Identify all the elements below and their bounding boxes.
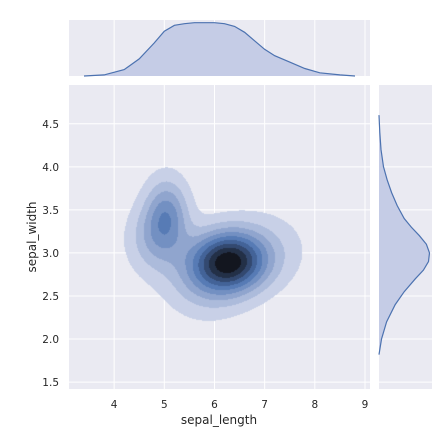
marginal-y-kde-fill bbox=[379, 115, 430, 355]
marginal-x-kde-fill bbox=[84, 22, 355, 76]
y-tick-label: 3.0 bbox=[42, 248, 59, 260]
joint-panel bbox=[69, 85, 370, 389]
marginal-y-panel bbox=[378, 85, 432, 389]
x-tick-label: 5 bbox=[161, 399, 168, 411]
y-axis-label: sepal_width bbox=[25, 201, 39, 272]
x-tick-labels: 4 5 6 7 8 9 bbox=[111, 399, 369, 411]
x-tick-label: 8 bbox=[311, 399, 318, 411]
y-tick-label: 1.5 bbox=[42, 377, 59, 389]
y-tick-label: 2.0 bbox=[42, 334, 59, 346]
y-tick-label: 3.5 bbox=[42, 205, 59, 217]
y-tick-label: 2.5 bbox=[42, 291, 59, 303]
joint-kde-contours bbox=[69, 85, 370, 389]
y-tick-label: 4.5 bbox=[42, 119, 59, 131]
marginal-x-kde-line bbox=[83, 22, 356, 77]
x-tick-label: 9 bbox=[362, 399, 369, 411]
x-tick-label: 7 bbox=[261, 399, 268, 411]
x-axis-label: sepal_length bbox=[181, 413, 257, 427]
marginal-y-kde-line bbox=[378, 115, 431, 355]
x-tick-label: 4 bbox=[111, 399, 118, 411]
x-tick-label: 6 bbox=[211, 399, 218, 411]
marginal-x-panel bbox=[69, 20, 370, 77]
y-tick-label: 4.0 bbox=[42, 162, 59, 174]
y-tick-labels: 1.5 2.0 2.5 3.0 3.5 4.0 4.5 bbox=[42, 119, 59, 389]
